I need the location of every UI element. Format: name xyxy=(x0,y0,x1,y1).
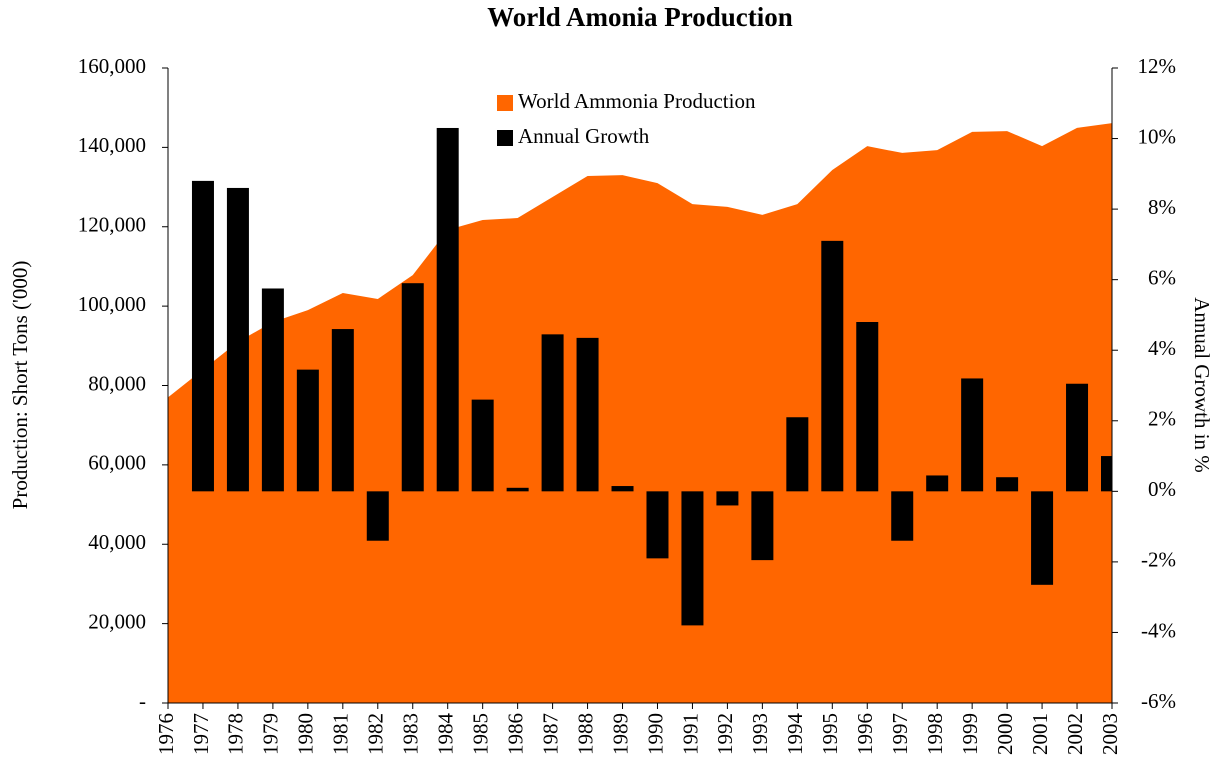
y2-tick-label: 2% xyxy=(1148,407,1176,431)
bar xyxy=(611,486,634,492)
legend-label: Annual Growth xyxy=(518,124,650,148)
y2-tick-label: -4% xyxy=(1141,618,1176,642)
x-tick-label: 1984 xyxy=(434,713,458,756)
x-tick-label: 1996 xyxy=(853,713,877,755)
legend-swatch xyxy=(497,95,513,111)
y-tick-label: - xyxy=(139,689,146,713)
bar xyxy=(996,477,1019,492)
bar xyxy=(471,399,494,492)
x-tick-label: 1978 xyxy=(224,713,248,755)
x-tick-label: 1994 xyxy=(783,713,807,756)
bar xyxy=(576,337,599,492)
x-tick-label: 1998 xyxy=(923,713,947,755)
bar xyxy=(401,283,424,492)
y2-axis-label: Annual Growth in % xyxy=(1190,297,1214,473)
x-tick-label: 1980 xyxy=(294,713,318,755)
y-tick-label: 140,000 xyxy=(78,133,146,157)
y-tick-label: 120,000 xyxy=(78,213,146,237)
area xyxy=(168,123,1112,703)
x-tick-label: 1979 xyxy=(259,713,283,755)
x-tick-label: 1981 xyxy=(329,713,353,755)
x-tick-label: 1997 xyxy=(888,713,912,755)
x-tick-label: 1990 xyxy=(643,713,667,755)
x-tick-label: 1986 xyxy=(503,713,527,755)
bar xyxy=(226,187,249,492)
x-tick-label: 1993 xyxy=(748,713,772,755)
x-tick-label: 1977 xyxy=(189,713,213,755)
x-tick-label: 2002 xyxy=(1063,713,1087,755)
x-tick-label: 2001 xyxy=(1028,713,1052,755)
bar xyxy=(681,491,704,626)
bar xyxy=(1066,383,1089,492)
bar xyxy=(786,417,809,492)
bar xyxy=(751,491,774,561)
bar xyxy=(261,288,284,492)
bar xyxy=(926,475,949,492)
bar xyxy=(541,334,564,492)
y2-tick-label: 12% xyxy=(1138,54,1177,78)
x-tick-label: 1991 xyxy=(678,713,702,755)
y2-tick-label: 6% xyxy=(1148,265,1176,289)
bar xyxy=(331,329,354,492)
x-tick-label: 1987 xyxy=(538,713,562,755)
y2-tick-label: 4% xyxy=(1148,336,1176,360)
bar xyxy=(961,378,984,492)
bar xyxy=(856,322,879,492)
plot xyxy=(168,123,1112,703)
bar xyxy=(821,240,844,492)
y2-tick-label: 10% xyxy=(1138,124,1177,148)
y-tick-label: 60,000 xyxy=(88,451,146,475)
y2-tick-label: -2% xyxy=(1141,548,1176,572)
y2-tick-label: 8% xyxy=(1148,195,1176,219)
bar xyxy=(191,180,214,492)
x-tick-label: 1999 xyxy=(958,713,982,755)
y2-tick-label: -6% xyxy=(1141,689,1176,713)
x-tick-label: 1989 xyxy=(608,713,632,755)
x-tick-label: 1995 xyxy=(818,713,842,755)
bar xyxy=(296,369,319,492)
bar xyxy=(1031,491,1054,585)
x-tick-label: 1988 xyxy=(573,713,597,755)
y-tick-label: 80,000 xyxy=(88,371,146,395)
x-tick-label: 1976 xyxy=(154,713,178,755)
x-tick-label: 1985 xyxy=(468,713,492,755)
bar xyxy=(366,491,389,541)
legend-label: World Ammonia Production xyxy=(518,89,756,113)
x-tick-label: 2003 xyxy=(1098,713,1122,755)
legend-swatch xyxy=(497,130,513,146)
bar xyxy=(506,487,529,492)
bar xyxy=(891,491,914,541)
x-tick-label: 1992 xyxy=(713,713,737,755)
y-tick-label: 20,000 xyxy=(88,609,146,633)
x-tick-label: 1983 xyxy=(399,713,423,755)
bar xyxy=(716,491,739,506)
bar xyxy=(436,127,459,492)
x-tick-label: 1982 xyxy=(364,713,388,755)
y2-tick-label: 0% xyxy=(1148,477,1176,501)
chart-title: World Amonia Production xyxy=(487,2,793,32)
y-axis-label: Production: Short Tons ('000) xyxy=(8,261,32,510)
y-tick-label: 100,000 xyxy=(78,292,146,316)
bar xyxy=(646,491,669,559)
x-tick-label: 2000 xyxy=(993,713,1017,755)
bar xyxy=(1101,456,1112,492)
y-tick-label: 160,000 xyxy=(78,54,146,78)
y-tick-label: 40,000 xyxy=(88,530,146,554)
